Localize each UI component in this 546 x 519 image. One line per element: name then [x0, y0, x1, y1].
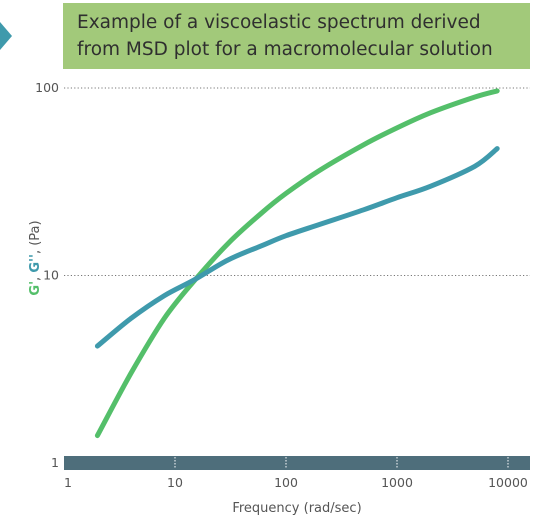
y-tick-label-1: 10: [43, 268, 59, 283]
x-tick-label-1: 10: [167, 475, 183, 490]
y-tick-label-0: 1: [51, 455, 59, 470]
x-tick-label-2: 100: [274, 475, 298, 490]
series-line-1: [94, 146, 500, 349]
x-tick-label-0: 1: [64, 475, 72, 490]
y-label-g-double-prime: G'': [28, 254, 43, 273]
y-tick-label-2: 100: [35, 80, 59, 95]
y-label-sep-1: ,: [28, 273, 43, 281]
chart-title-line-1: Example of a viscoelastic spectrum deriv…: [77, 12, 481, 33]
series: [94, 88, 500, 439]
chart-title-line-2: from MSD plot for a macromolecular solut…: [77, 39, 493, 60]
y-label-sep-2: ,: [28, 246, 43, 254]
x-ticks: 1 10 100 1000 10000: [64, 457, 528, 490]
x-axis-label: Frequency (rad/sec): [232, 501, 361, 516]
y-label-unit: (Pa): [28, 220, 43, 245]
y-ticks: 1 10 100: [35, 80, 59, 470]
x-tick-label-3: 1000: [381, 475, 413, 490]
series-line-0: [94, 88, 500, 439]
chevron-right-icon: [0, 22, 12, 50]
chart-title: Example of a viscoelastic spectrum deriv…: [63, 3, 530, 69]
grid: [64, 87, 530, 276]
x-tick-label-4: 10000: [488, 475, 528, 490]
y-label-g-prime: G': [28, 281, 43, 296]
y-axis-label: G', G'', (Pa): [28, 220, 43, 295]
x-axis-band: [64, 456, 530, 470]
